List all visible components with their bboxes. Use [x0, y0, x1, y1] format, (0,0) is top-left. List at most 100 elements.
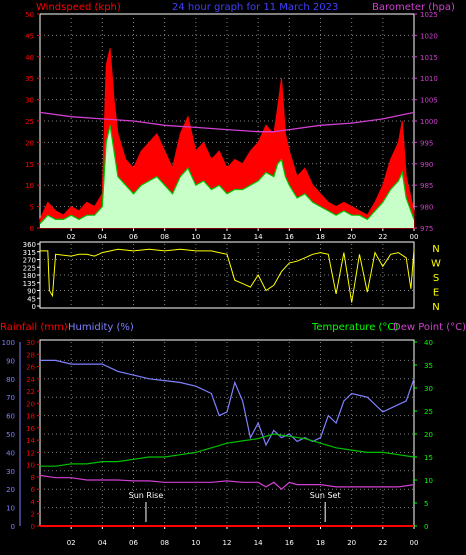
rainfall-tick-label: 6 [31, 486, 36, 494]
rainfall-tick-label: 12 [26, 449, 35, 457]
humidity-tick-label: 20 [6, 486, 15, 494]
wind-x-tick-label: 06 [129, 233, 138, 241]
wind-x-tick-label: 02 [67, 233, 76, 241]
temperature-x-ticks: 02 04 06 08 10 12 14 16 18 20 22 00 [67, 526, 418, 547]
temperature-tick-label: 10 [424, 477, 433, 485]
rainfall-axis-label: Rainfall (mm) [0, 322, 68, 333]
temperature-axis-label: Temperature (°C) [311, 322, 398, 333]
barometer-tick-label: 985 [420, 182, 433, 190]
humidity-tick-label: 100 [2, 339, 15, 347]
barometer-ticks: 975 980 985 990 995 1000 1005 1010 1015 1020 1025 [414, 11, 438, 233]
windspeed-tick-label: 15 [25, 161, 34, 169]
wind-x-ticks: 02 04 06 08 10 12 14 16 18 20 22 00 [67, 228, 419, 241]
direction-series-line [40, 248, 415, 303]
temperature-x-tick-label: 12 [223, 539, 232, 547]
wind-x-tick-label: 16 [285, 233, 294, 241]
temperature-tick-label: 30 [424, 385, 433, 393]
windspeed-ticks: 0 5 10 15 20 25 30 35 40 45 50 [25, 11, 40, 233]
wind-x-tick-label: 08 [160, 233, 169, 241]
compass-label: W [431, 259, 441, 270]
direction-tick-label: 180 [23, 272, 36, 280]
pressure-series-line [39, 111, 415, 133]
wind-x-tick-label: 22 [378, 233, 387, 241]
direction-tick-label: 0 [32, 303, 36, 311]
direction-series [40, 248, 415, 303]
temperature-tick-label: 20 [424, 431, 433, 439]
temperature-x-tick-label: 02 [67, 539, 76, 547]
rainfall-tick-label: 16 [26, 425, 35, 433]
direction-tick-label: 90 [27, 288, 36, 296]
direction-tick-label: 315 [23, 249, 36, 257]
direction-tick-label: 225 [23, 264, 36, 272]
humidity-axis-label: Humidity (%) [68, 322, 134, 333]
temperature-x-tick-label: 20 [347, 539, 356, 547]
wind-x-tick-label: 04 [98, 233, 107, 241]
humidity-tick-label: 10 [6, 505, 15, 513]
humidity-tick-label: 70 [6, 394, 15, 402]
sun-event-label: Sun Set [310, 491, 341, 500]
sun-annotations: Sun Rise Sun Set [129, 491, 341, 522]
humidity-series-line [40, 359, 415, 447]
chart-title: 24 hour graph for 11 March 2023 [172, 2, 338, 13]
temperature-series [39, 359, 415, 527]
temperature-tick-label: 0 [424, 523, 428, 531]
humidity-tick-label: 60 [6, 413, 15, 421]
temperature-series-line [40, 433, 415, 467]
windspeed-tick-label: 35 [25, 75, 34, 83]
wind-x-tick-label: 00 [410, 233, 419, 241]
temperature-x-tick-label: 06 [129, 539, 138, 547]
temperature-tick-label: 40 [424, 339, 433, 347]
temperature-tick-label: 35 [424, 362, 433, 370]
windspeed-tick-label: 5 [30, 204, 34, 212]
dew-point-series-line [39, 474, 415, 491]
wind-x-tick-label: 18 [316, 233, 325, 241]
humidity-ticks: 0 10 20 30 40 50 60 70 80 90 100 [2, 339, 21, 531]
humidity-tick-label: 0 [11, 523, 15, 531]
barometer-tick-label: 980 [420, 204, 433, 212]
windspeed-tick-label: 25 [25, 118, 34, 126]
compass-label: N [432, 244, 439, 255]
direction-tick-label: 360 [23, 241, 36, 249]
temperature-x-tick-label: 10 [191, 539, 200, 547]
windspeed-tick-label: 0 [30, 225, 34, 233]
rainfall-tick-label: 10 [26, 462, 35, 470]
dewpoint-axis-label: Dew Point (°C) [393, 322, 466, 333]
rainfall-tick-label: 18 [26, 413, 35, 421]
windspeed-tick-label: 45 [25, 32, 34, 40]
windspeed-tick-label: 50 [25, 11, 34, 19]
barometer-tick-label: 1020 [420, 32, 438, 40]
wind-x-tick-label: 10 [191, 233, 200, 241]
humidity-tick-label: 40 [6, 449, 15, 457]
barometer-tick-label: 990 [420, 161, 433, 169]
barometer-tick-label: 1025 [420, 11, 438, 19]
temperature-x-tick-label: 16 [285, 539, 294, 547]
temperature-humidity-panel: Rainfall (mm) Humidity (%) Temperature (… [0, 322, 466, 547]
windspeed-tick-label: 10 [25, 182, 34, 190]
rainfall-tick-label: 4 [31, 498, 36, 506]
direction-tick-label: 135 [23, 280, 36, 288]
windspeed-tick-label: 40 [25, 54, 34, 62]
temperature-x-tick-label: 14 [254, 539, 263, 547]
rainfall-tick-label: 24 [26, 376, 35, 384]
barometer-axis-label: Barometer (hpa) [372, 2, 455, 13]
windspeed-axis-label: Windspeed (kph) [36, 2, 121, 13]
rainfall-tick-label: 8 [31, 474, 35, 482]
rainfall-tick-label: 30 [26, 339, 35, 347]
temperature-tick-label: 25 [424, 408, 433, 416]
wind-x-tick-label: 20 [347, 233, 356, 241]
temperature-tick-label: 15 [424, 454, 433, 462]
barometer-tick-label: 1010 [420, 75, 438, 83]
temperature-x-tick-label: 22 [378, 539, 387, 547]
wind-x-tick-label: 14 [254, 233, 263, 241]
rainfall-tick-label: 26 [26, 364, 35, 372]
direction-tick-label: 45 [27, 295, 36, 303]
compass-label: S [433, 273, 439, 284]
temperature-ticks: 0 5 10 15 20 25 30 35 40 [414, 339, 433, 531]
temperature-tick-label: 5 [424, 500, 428, 508]
wind-pressure-panel: Windspeed (kph) 24 hour graph for 11 Mar… [25, 2, 455, 241]
wind-series-line [39, 125, 415, 225]
direction-tick-label: 270 [23, 257, 36, 265]
